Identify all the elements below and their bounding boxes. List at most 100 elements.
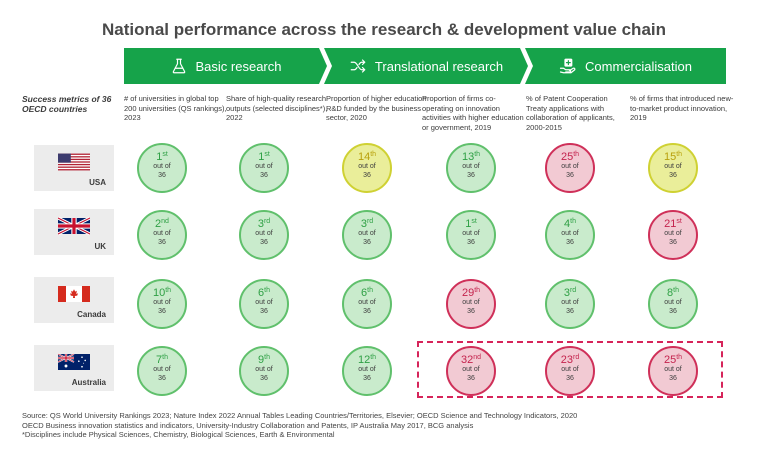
rank-number: 8	[667, 287, 674, 299]
rank-number: 13	[461, 151, 475, 163]
out-of-total: 36	[158, 307, 166, 315]
rank-number: 7	[156, 354, 163, 366]
rank-suffix: th	[673, 287, 679, 294]
australia-flag	[58, 353, 90, 370]
rank-circle: 29th out of 36	[446, 279, 496, 329]
out-of-label: out of	[561, 366, 579, 373]
out-of-label: out of	[358, 163, 376, 170]
rank-number: 1	[465, 218, 472, 230]
stage-label: Basic research	[195, 58, 282, 74]
rank-value: 3rd	[241, 218, 287, 230]
canada-flag	[58, 286, 90, 302]
out-of-label: out of	[358, 366, 376, 373]
rank-number: 32	[460, 354, 474, 366]
out-of-label: out of	[255, 299, 273, 306]
rank-number: 4	[564, 218, 571, 230]
stage-label: Translational research	[374, 58, 504, 74]
rank-circle: 7th out of 36	[137, 346, 187, 396]
rank-suffix: th	[370, 151, 377, 158]
usa-flag	[58, 153, 90, 171]
out-of-label: out of	[561, 163, 579, 170]
out-of-label: out of	[561, 299, 579, 306]
stage-label: Commercialisation	[585, 58, 692, 74]
rank-number: 3	[257, 218, 264, 230]
out-of-total: 36	[467, 307, 475, 315]
rank-value: 25th	[547, 151, 593, 163]
metric-header: Proportion of firms co-operating on inno…	[422, 94, 524, 132]
page-title: National performance across the research…	[101, 20, 667, 39]
out-of-total: 36	[158, 374, 166, 382]
rank-circle: 2nd out of 36	[137, 210, 187, 260]
country-name: USA	[89, 178, 106, 187]
rank-value: 6th	[344, 287, 390, 299]
rank-suffix: th	[367, 287, 373, 294]
flask-icon	[172, 58, 185, 74]
out-of-total: 36	[566, 307, 574, 315]
out-of-label: out of	[664, 299, 682, 306]
out-of-label: out of	[462, 230, 480, 237]
out-of-label: out of	[255, 230, 273, 237]
stage-basic-research: Basic research	[124, 48, 327, 84]
rank-suffix: th	[162, 354, 168, 361]
out-of-total: 36	[363, 374, 371, 382]
rank-number: 12	[357, 354, 371, 366]
source-line: Source: QS World University Rankings 202…	[22, 411, 578, 420]
out-of-total: 36	[467, 238, 475, 246]
out-of-label: out of	[153, 299, 171, 306]
out-of-total: 36	[669, 238, 677, 246]
rank-number: 25	[560, 151, 574, 163]
stage-commercialisation: Commercialisation	[525, 48, 726, 84]
rank-value: 29th	[448, 287, 494, 299]
out-of-label: out of	[462, 299, 480, 306]
rank-number: 25	[663, 354, 677, 366]
rank-number: 6	[258, 287, 265, 299]
uk-flag	[58, 216, 90, 236]
out-of-label: out of	[255, 163, 273, 170]
rank-value: 14th	[344, 151, 390, 163]
out-of-total: 36	[566, 238, 574, 246]
rank-value: 6th	[241, 287, 287, 299]
rank-suffix: th	[474, 287, 481, 294]
rank-circle: 14th out of 36	[342, 143, 392, 193]
out-of-total: 36	[260, 171, 268, 179]
rank-value: 1st	[448, 218, 494, 230]
country-name: Canada	[77, 310, 106, 319]
rank-value: 10th	[139, 287, 185, 299]
rank-value: 3rd	[344, 218, 390, 230]
out-of-total: 36	[158, 171, 166, 179]
rank-number: 23	[560, 354, 573, 366]
hand-plus-icon	[559, 58, 576, 74]
rank-value: 32nd	[448, 354, 494, 366]
rank-suffix: th	[165, 287, 172, 294]
rank-value: 3rd	[547, 287, 593, 299]
rank-circle: 4th out of 36	[545, 210, 595, 260]
out-of-total: 36	[363, 171, 371, 179]
country-name: UK	[94, 242, 106, 251]
rank-value: 21st	[650, 218, 696, 230]
source-notes: Source: QS World University Rankings 202…	[22, 411, 752, 440]
rank-suffix: th	[264, 287, 270, 294]
out-of-label: out of	[153, 230, 171, 237]
out-of-total: 36	[260, 238, 268, 246]
rank-number: 29	[461, 287, 475, 299]
rank-number: 15	[663, 151, 677, 163]
rank-value: 25th	[650, 354, 696, 366]
out-of-label: out of	[561, 230, 579, 237]
out-of-total: 36	[363, 307, 371, 315]
rank-suffix: rd	[573, 354, 580, 361]
rank-number: 9	[258, 354, 265, 366]
rank-number: 14	[357, 151, 371, 163]
country-usa: USA	[34, 145, 114, 191]
out-of-label: out of	[153, 366, 171, 373]
rank-number: 1	[258, 151, 265, 163]
rank-circle: 25th out of 36	[648, 346, 698, 396]
out-of-total: 36	[566, 374, 574, 382]
rank-circle: 13th out of 36	[446, 143, 496, 193]
out-of-total: 36	[566, 171, 574, 179]
rank-circle: 3rd out of 36	[545, 279, 595, 329]
rank-circle: 1st out of 36	[446, 210, 496, 260]
rank-suffix: th	[474, 151, 481, 158]
rank-circle: 25th out of 36	[545, 143, 595, 193]
country-canada: Canada	[34, 277, 114, 323]
metric-header: # of universities in global top 200 univ…	[124, 94, 227, 122]
